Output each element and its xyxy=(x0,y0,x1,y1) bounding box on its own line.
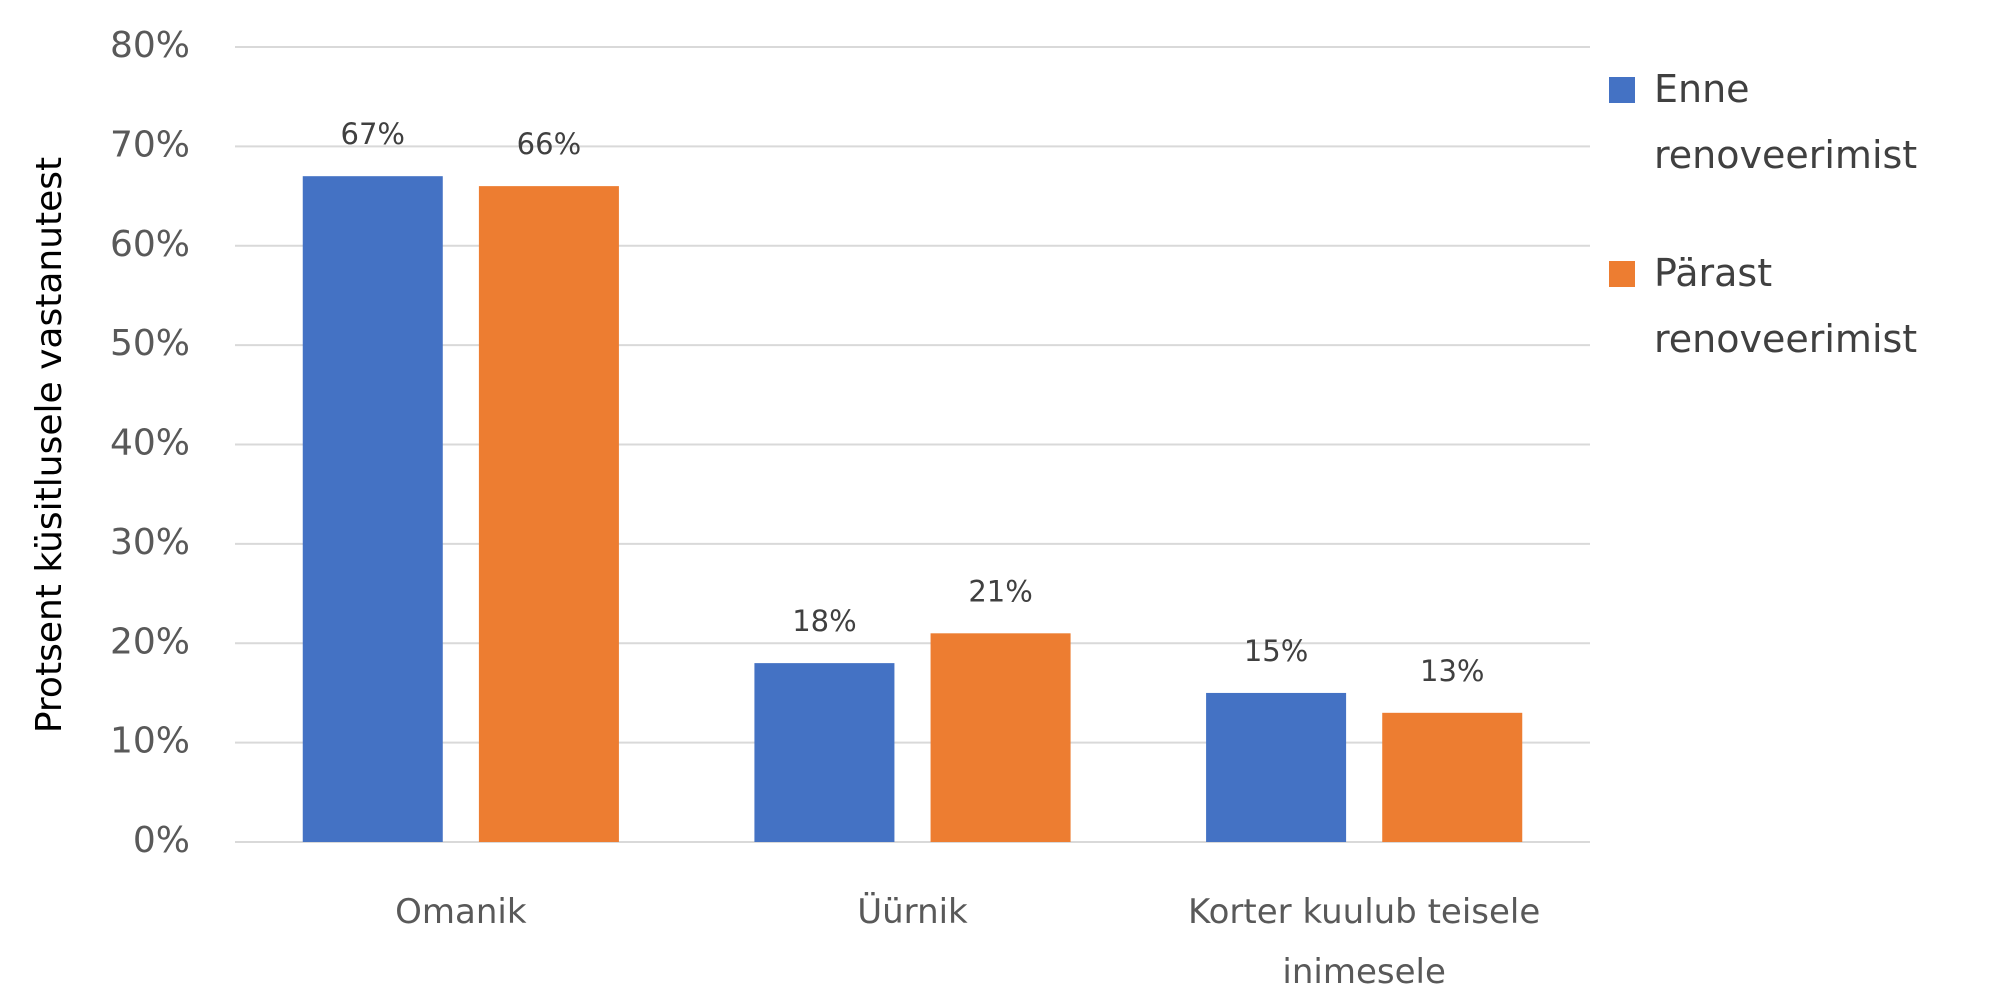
y-tick-label: 10% xyxy=(110,721,190,762)
legend-swatch xyxy=(1609,261,1635,287)
y-tick-label: 60% xyxy=(110,224,190,265)
y-tick-label: 0% xyxy=(133,820,190,861)
bar xyxy=(1382,712,1523,842)
y-tick-label: 50% xyxy=(110,323,190,364)
bar xyxy=(930,633,1071,842)
legend-swatch xyxy=(1609,77,1635,103)
data-label: 18% xyxy=(792,604,856,638)
x-tick-label: Üürnik xyxy=(857,892,968,932)
y-tick-label: 30% xyxy=(110,522,190,563)
data-label: 21% xyxy=(968,574,1032,608)
bar xyxy=(478,186,619,842)
data-label: 15% xyxy=(1244,634,1308,668)
legend-label: Enne renoveerimist xyxy=(1654,67,1918,177)
data-label: 13% xyxy=(1420,654,1484,688)
bar xyxy=(1206,692,1347,842)
legend-label: Pärast renoveerimist xyxy=(1654,251,1918,361)
y-tick-label: 70% xyxy=(110,124,190,165)
x-tick-label: Omanik xyxy=(395,892,527,932)
data-label: 67% xyxy=(341,117,405,151)
bar xyxy=(754,663,895,842)
data-label: 66% xyxy=(517,127,581,161)
y-axis-label: Protsent küsitlusele vastanutest xyxy=(29,157,70,733)
y-tick-label: 20% xyxy=(110,621,190,662)
y-tick-label: 80% xyxy=(110,25,190,66)
y-tick-label: 40% xyxy=(110,423,190,464)
bar xyxy=(302,176,443,842)
x-tick-label: Korter kuulub teisele inimesele xyxy=(1188,892,1541,992)
